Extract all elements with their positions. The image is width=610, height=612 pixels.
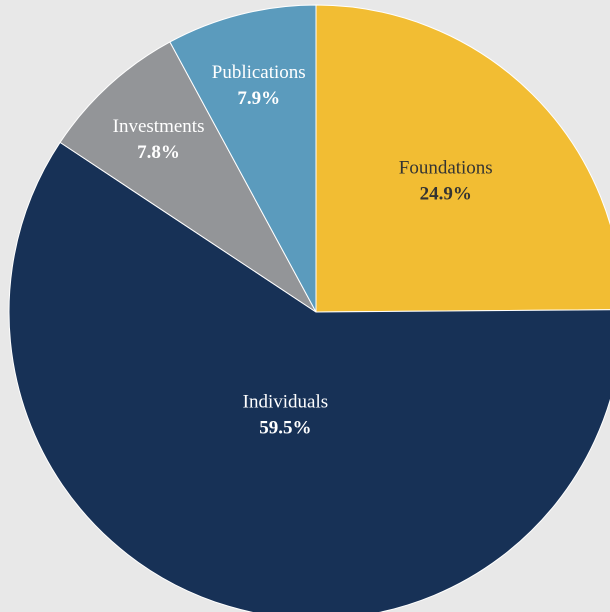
slice-value-label: 7.8% xyxy=(137,142,180,163)
slice-label: Publications xyxy=(212,62,306,83)
pie-slice xyxy=(8,141,610,612)
pie-slice xyxy=(59,41,317,313)
slice-label: Foundations xyxy=(399,158,493,179)
pie-slice xyxy=(315,4,610,313)
slice-value-label: 24.9% xyxy=(420,184,472,205)
slice-label: Individuals xyxy=(243,391,329,412)
pie-slice xyxy=(169,4,317,313)
slice-label: Investments xyxy=(113,116,205,137)
slice-value-label: 59.5% xyxy=(259,417,311,438)
slice-value-label: 7.9% xyxy=(237,88,280,109)
